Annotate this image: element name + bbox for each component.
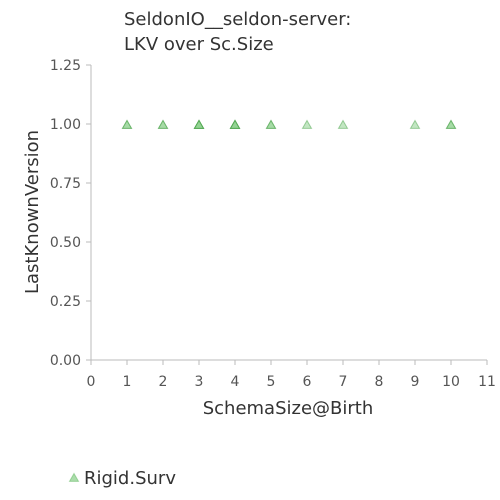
data-point xyxy=(229,119,241,129)
x-tick-label: 4 xyxy=(231,374,240,390)
x-axis-title: SchemaSize@Birth xyxy=(203,398,374,419)
chart-title-line-2: LKV over Sc.Size xyxy=(124,34,274,55)
data-point xyxy=(301,119,313,129)
x-tick-label: 5 xyxy=(267,374,276,390)
axes xyxy=(90,65,487,361)
y-tick-label: 0.00 xyxy=(50,353,81,369)
data-points xyxy=(121,119,457,129)
y-tick-label: 0.50 xyxy=(50,235,81,251)
x-tick-label: 9 xyxy=(411,374,420,390)
x-tick-label: 7 xyxy=(339,374,348,390)
x-tick-label: 6 xyxy=(303,374,312,390)
y-tick-label: 0.75 xyxy=(50,176,81,192)
data-point xyxy=(337,119,349,129)
x-tick-label: 8 xyxy=(375,374,384,390)
legend: Rigid.Surv xyxy=(68,468,176,489)
y-tick-label: 1.00 xyxy=(50,117,81,133)
y-axis-title: LastKnownVersion xyxy=(22,130,43,294)
y-tick-label: 1.25 xyxy=(50,58,81,74)
x-tick-label: 2 xyxy=(159,374,168,390)
legend-marker-triangle xyxy=(68,472,80,482)
legend-label: Rigid.Surv xyxy=(84,468,176,489)
ticks: 0 1 2 3 4 5 6 7 8 9 10 11 0.00 0.25 0.50 0.75 1.00 1.25 xyxy=(50,58,496,390)
data-point xyxy=(193,119,205,129)
y-tick-label: 0.25 xyxy=(50,294,81,310)
x-tick-label: 11 xyxy=(478,374,496,390)
x-tick-label: 0 xyxy=(87,374,96,390)
data-point xyxy=(265,119,277,129)
chart-title-line-1: SeldonIO__seldon-server: xyxy=(124,9,351,30)
data-point xyxy=(121,119,133,129)
x-tick-label: 1 xyxy=(123,374,132,390)
x-tick-label: 10 xyxy=(442,374,460,390)
data-point xyxy=(409,119,421,129)
data-point xyxy=(157,119,169,129)
x-tick-label: 3 xyxy=(195,374,204,390)
data-point xyxy=(445,119,457,129)
